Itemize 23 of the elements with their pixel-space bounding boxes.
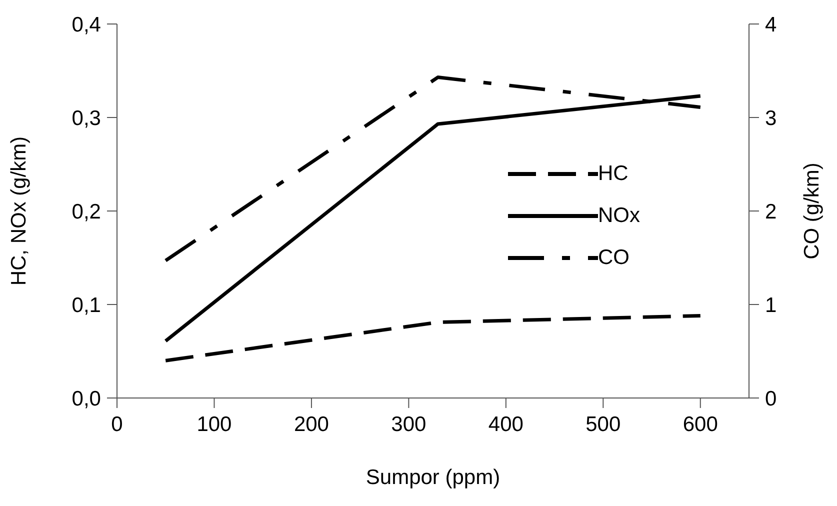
y-axis-title: HC, NOx (g/km) [7, 136, 30, 286]
y-tick-label: 0,0 [72, 387, 101, 410]
y-tick-label: 0,3 [72, 106, 101, 130]
x-axis-title: Sumpor (ppm) [366, 466, 500, 489]
y-tick-label: 0,1 [72, 294, 101, 317]
legend-label: NOx [598, 204, 640, 228]
y-tick-label: 0,2 [72, 200, 101, 224]
legend-label: CO [598, 246, 630, 270]
x-tick-label: 300 [391, 412, 426, 436]
x-tick-label: 100 [196, 412, 232, 436]
x-tick-label: 400 [488, 412, 524, 436]
y2-tick-label: 2 [765, 200, 777, 224]
y2-tick-label: 4 [765, 13, 777, 36]
x-tick-label: 200 [294, 412, 329, 436]
x-tick-label: 600 [682, 412, 718, 436]
x-tick-label: 500 [586, 412, 621, 436]
y2-axis-title: CO (g/km) [800, 162, 824, 260]
y2-tick-label: 0 [765, 387, 777, 410]
x-tick-label: 0 [111, 412, 123, 436]
y2-tick-label: 3 [765, 106, 777, 130]
legend-label: HC [598, 162, 628, 186]
y2-tick-label: 1 [765, 294, 777, 317]
y-tick-label: 0,4 [72, 13, 102, 36]
